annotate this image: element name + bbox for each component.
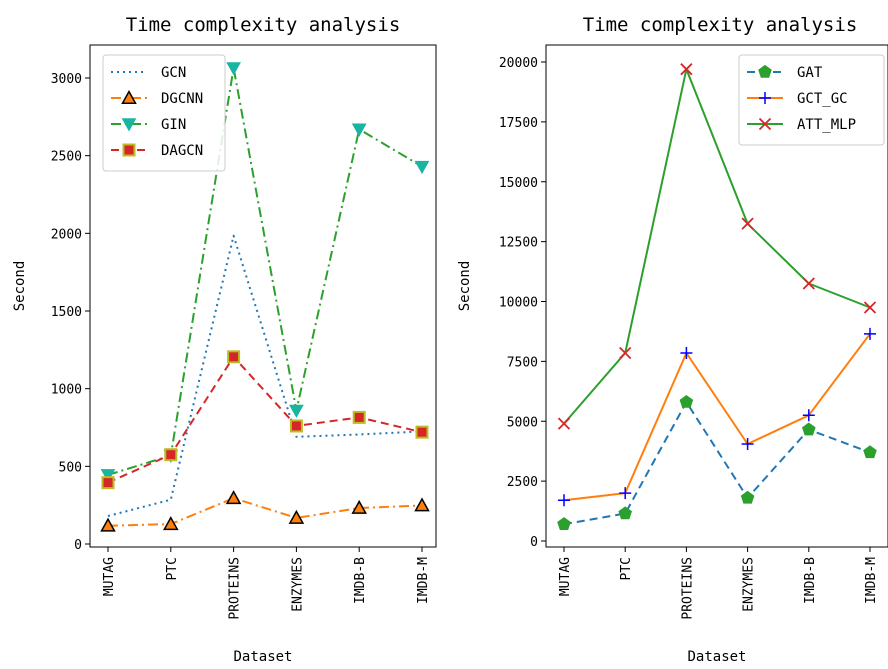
point-gin-enzymes <box>289 404 304 418</box>
point-att-mlp-mutag <box>557 417 571 430</box>
point-gin-imdb-b <box>351 123 367 137</box>
axes-frame <box>89 44 437 548</box>
series-line-gcn <box>107 234 423 517</box>
legend-label-gcn: GCN <box>161 65 186 81</box>
legend-marker-att-mlp <box>758 117 772 131</box>
x-tick-label-imdb-b: IMDB-B <box>353 557 368 604</box>
plot-area <box>557 63 877 530</box>
point-dagcn-imdb-b <box>352 410 366 424</box>
y-axis-label: Second <box>457 261 473 312</box>
point-att-mlp-enzymes <box>741 217 754 230</box>
y-tick-label: 1500 <box>51 305 82 320</box>
legend-label-dgcnn: DGCNN <box>161 91 203 107</box>
y-tick-label: 17500 <box>499 116 538 131</box>
point-dagcn-imdb-m <box>415 425 429 439</box>
point-dgcnn-ptc <box>163 516 179 531</box>
point-gct-gc-ptc <box>619 487 632 500</box>
left-chart: Time complexity analysis 0 500 1000 1500 2000… <box>12 14 437 665</box>
chart-title: Time complexity analysis <box>583 14 858 36</box>
legend-box <box>738 54 885 146</box>
point-att-mlp-imdb-b <box>802 277 815 290</box>
y-tick-label: 7500 <box>507 355 538 370</box>
point-gin-imdb-m <box>414 160 430 175</box>
legend: GCN DGCNN GIN DAGCN <box>102 54 226 172</box>
y-tick-label: 2000 <box>51 227 82 242</box>
point-gat-imdb-m <box>863 445 877 459</box>
x-tick-label-enzymes: ENZYMES <box>290 557 305 612</box>
point-dgcnn-imdb-b <box>351 499 367 514</box>
y-tick-label: 15000 <box>499 176 538 191</box>
legend-marker-dagcn <box>122 143 136 157</box>
point-dgcnn-enzymes <box>288 509 305 524</box>
x-axis-label: Dataset <box>687 649 746 665</box>
point-att-mlp-ptc <box>619 346 632 360</box>
x-tick-label-imdb-m: IMDB-M <box>864 557 879 604</box>
y-tick-label: 5000 <box>507 415 538 430</box>
point-gat-mutag <box>557 517 571 530</box>
point-gct-gc-imdb-b <box>802 409 815 422</box>
y-tick-label: 0 <box>74 538 82 553</box>
axes-frame <box>545 44 888 548</box>
x-tick-label-ptc: PTC <box>165 557 180 580</box>
legend-label-gat: GAT <box>797 65 823 81</box>
plot-area <box>100 62 430 532</box>
point-att-mlp-proteins <box>680 63 693 76</box>
y-tick-label: 500 <box>59 460 82 475</box>
point-dgcnn-mutag <box>100 517 116 532</box>
x-tick-label-ptc: PTC <box>619 557 634 580</box>
y-tick-label: 3000 <box>51 72 82 87</box>
y-axis-label: Second <box>12 261 28 312</box>
legend-label-gin: GIN <box>161 117 186 133</box>
y-tick-label: 2500 <box>507 475 538 490</box>
point-gct-gc-imdb-m <box>864 327 876 340</box>
legend-label-gct-gc: GCT_GC <box>797 91 848 107</box>
legend-marker-dgcnn <box>121 89 137 104</box>
series-line-dagcn <box>107 355 423 484</box>
point-dgcnn-proteins <box>225 490 242 505</box>
point-gat-imdb-b <box>802 422 816 436</box>
point-gat-ptc <box>618 506 632 520</box>
y-tick-label: 12500 <box>499 236 538 251</box>
y-tick-label: 1000 <box>51 383 82 398</box>
x-tick-label-mutag: MUTAG <box>558 557 573 596</box>
series-line-dgcnn <box>107 497 423 527</box>
point-gct-gc-enzymes <box>741 438 754 451</box>
legend-marker-gat <box>758 64 772 78</box>
x-tick-label-mutag: MUTAG <box>102 557 117 596</box>
point-dgcnn-imdb-m <box>414 497 430 512</box>
point-att-mlp-imdb-m <box>863 301 877 314</box>
point-gct-gc-proteins <box>680 346 693 359</box>
chart-title: Time complexity analysis <box>126 14 401 36</box>
x-tick-label-proteins: PROTEINS <box>680 557 695 620</box>
legend-marker-gct-gc <box>759 92 771 104</box>
legend-label-att-mlp: ATT_MLP <box>797 117 856 133</box>
point-gin-mutag <box>100 469 116 483</box>
series-line-gat <box>563 401 871 526</box>
y-tick-label: 0 <box>530 535 538 550</box>
legend-marker-gin <box>121 118 137 132</box>
x-tick-label-imdb-b: IMDB-B <box>803 557 818 604</box>
point-dagcn-enzymes <box>289 419 303 433</box>
legend: GAT GCT_GC ATT_MLP <box>738 54 885 146</box>
x-tick-label-proteins: PROTEINS <box>228 557 243 620</box>
legend-label-dagcn: DAGCN <box>161 143 203 159</box>
y-tick-label: 2500 <box>51 150 82 165</box>
x-axis-label: Dataset <box>233 649 292 665</box>
point-gct-gc-mutag <box>558 494 570 507</box>
point-gin-proteins <box>226 62 241 76</box>
point-dagcn-mutag <box>101 476 115 490</box>
point-gat-enzymes <box>740 490 755 504</box>
point-dagcn-ptc <box>164 448 178 462</box>
x-tick-label-enzymes: ENZYMES <box>742 557 757 612</box>
series-line-att-mlp <box>563 68 871 425</box>
y-tick-label: 10000 <box>499 296 538 311</box>
x-tick-label-imdb-m: IMDB-M <box>416 557 431 604</box>
series-line-gct-gc <box>563 333 871 502</box>
y-tick-label: 20000 <box>499 56 538 71</box>
point-gat-proteins <box>679 394 694 408</box>
point-dagcn-proteins <box>227 350 241 364</box>
right-chart: Time complexity analysis 0 2500 5000 7500 100… <box>457 14 888 665</box>
legend-box <box>102 54 226 172</box>
